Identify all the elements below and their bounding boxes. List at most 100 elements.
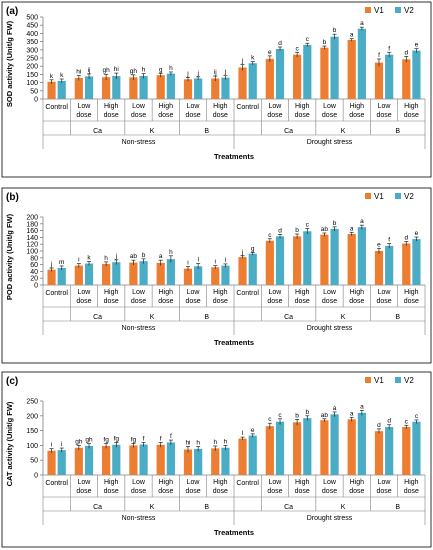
category-label: High bbox=[159, 103, 174, 110]
category-label: dose bbox=[295, 488, 310, 495]
significance-letter: ab bbox=[321, 412, 329, 419]
bar-v1 bbox=[238, 67, 247, 99]
significance-letter: j bbox=[241, 249, 243, 256]
category-label: Low bbox=[187, 103, 201, 110]
bar-v2 bbox=[303, 418, 312, 475]
y-axis-title: SOD activity (Unit/g FW) bbox=[5, 20, 14, 107]
category-label: dose bbox=[376, 298, 391, 305]
category-label: Low bbox=[323, 103, 337, 110]
bar-v2 bbox=[166, 259, 175, 285]
panel-label: (a) bbox=[6, 6, 18, 17]
bar-v1 bbox=[402, 243, 411, 285]
bar-v2 bbox=[385, 427, 394, 475]
category-label: Control bbox=[236, 290, 259, 297]
y-tick-label: 0 bbox=[34, 97, 38, 104]
category-label: Low bbox=[187, 289, 201, 296]
bar-v1 bbox=[211, 267, 220, 285]
bar-v2 bbox=[194, 448, 203, 475]
category-label: Low bbox=[132, 289, 146, 296]
bar-v2 bbox=[357, 412, 366, 475]
bar-v2 bbox=[221, 447, 230, 475]
significance-letter: d bbox=[377, 422, 381, 429]
bar-v1 bbox=[402, 59, 411, 99]
significance-letter: c bbox=[268, 232, 272, 239]
y-tick-label: 20 bbox=[30, 276, 38, 283]
bar-v1 bbox=[102, 77, 111, 99]
bar-v1 bbox=[156, 444, 165, 475]
category-label: dose bbox=[322, 488, 337, 495]
significance-letter: d bbox=[278, 40, 282, 47]
bar-v1 bbox=[211, 78, 220, 99]
bar-v2 bbox=[166, 442, 175, 475]
category-label: High bbox=[213, 479, 228, 486]
significance-letter: c bbox=[278, 412, 282, 419]
subgroup-label: Ca bbox=[284, 128, 293, 135]
y-tick-label: 300 bbox=[26, 47, 38, 54]
significance-letter: a bbox=[360, 218, 364, 225]
bar-v2 bbox=[303, 231, 312, 285]
bar-v1 bbox=[47, 450, 56, 475]
y-axis-title: CAT activity (Unit/g FW) bbox=[5, 401, 14, 486]
category-label: dose bbox=[131, 488, 146, 495]
category-label: Control bbox=[236, 480, 259, 487]
bar-v2 bbox=[248, 253, 257, 285]
category-label: High bbox=[213, 103, 228, 110]
bar-v1 bbox=[347, 39, 356, 99]
bar-v2 bbox=[330, 36, 339, 99]
significance-letter: d bbox=[404, 234, 408, 241]
legend-label: V2 bbox=[404, 192, 414, 201]
y-axis-title: POD activity (Unit/g FW) bbox=[5, 213, 14, 300]
subgroup-label: K bbox=[150, 314, 155, 321]
significance-letter: c bbox=[306, 222, 310, 229]
y-tick-label: 160 bbox=[26, 228, 38, 235]
significance-letter: i bbox=[51, 442, 52, 449]
subgroup-label: B bbox=[204, 314, 209, 321]
category-label: dose bbox=[322, 112, 337, 119]
significance-letter: e bbox=[415, 42, 419, 49]
legend-swatch-v2 bbox=[395, 377, 401, 383]
legend-swatch-v1 bbox=[365, 7, 371, 13]
category-label: High bbox=[350, 103, 365, 110]
subgroup-label: K bbox=[341, 314, 346, 321]
category-label: Low bbox=[78, 479, 92, 486]
subgroup-label: Ca bbox=[93, 128, 102, 135]
bar-v1 bbox=[374, 62, 384, 99]
bar-v1 bbox=[402, 427, 411, 475]
category-label: dose bbox=[131, 112, 146, 119]
significance-letter: a bbox=[350, 410, 354, 417]
category-label: High bbox=[404, 289, 419, 296]
bar-v2 bbox=[330, 228, 339, 285]
subgroup-label: K bbox=[150, 128, 155, 135]
significance-letter: k bbox=[251, 55, 255, 62]
legend-swatch-v1 bbox=[365, 377, 371, 383]
significance-letter: h bbox=[224, 438, 228, 445]
bar-v1 bbox=[265, 58, 274, 99]
bar-v2 bbox=[330, 414, 339, 475]
category-label: High bbox=[295, 479, 310, 486]
y-tick-label: 250 bbox=[26, 399, 38, 406]
significance-letter: e bbox=[377, 241, 381, 248]
bar-v1 bbox=[129, 262, 138, 285]
y-tick-label: 450 bbox=[26, 23, 38, 30]
y-tick-label: 50 bbox=[30, 458, 38, 465]
category-label: dose bbox=[267, 298, 282, 305]
significance-letter: h bbox=[142, 67, 146, 74]
category-label: High bbox=[213, 289, 228, 296]
significance-letter: i bbox=[78, 257, 79, 264]
category-label: dose bbox=[349, 298, 364, 305]
y-tick-label: 100 bbox=[26, 443, 38, 450]
bar-v1 bbox=[320, 47, 329, 99]
bar-v2 bbox=[385, 245, 394, 285]
bar-v2 bbox=[221, 265, 230, 285]
x-axis-title: Treatments bbox=[214, 152, 254, 161]
category-label: High bbox=[350, 289, 365, 296]
x-axis-title: Treatments bbox=[214, 338, 254, 347]
category-label: dose bbox=[376, 488, 391, 495]
panel-label: (c) bbox=[6, 376, 18, 387]
significance-letter: gh bbox=[85, 437, 93, 444]
significance-letter: hi bbox=[114, 66, 119, 73]
bar-v1 bbox=[74, 78, 83, 99]
bar-v1 bbox=[156, 75, 165, 99]
